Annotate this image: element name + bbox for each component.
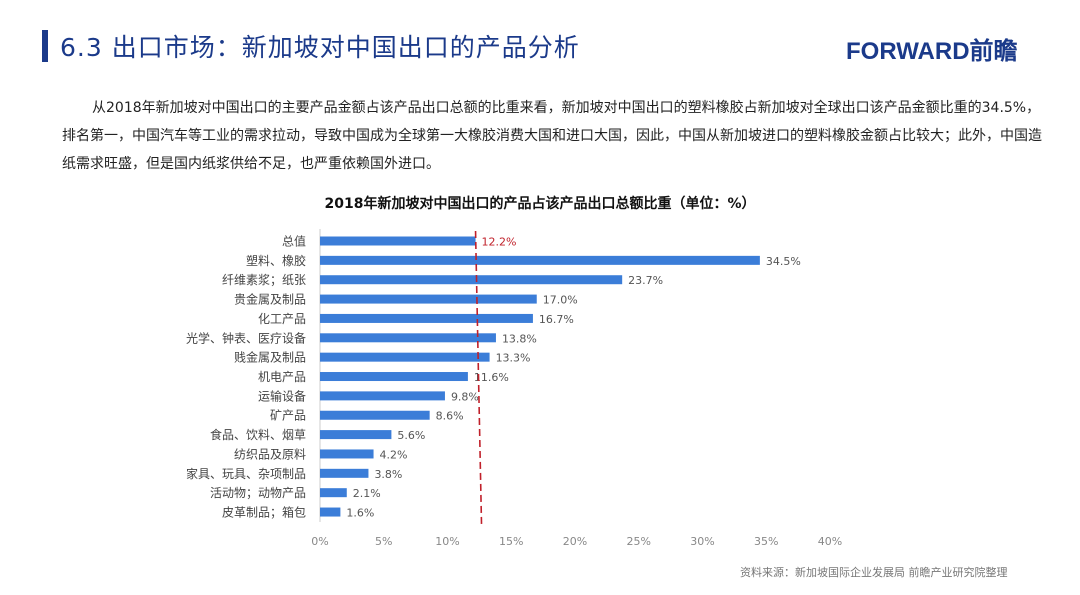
category-label: 塑料、橡胶 bbox=[246, 253, 306, 268]
data-label: 2.1% bbox=[353, 487, 381, 500]
x-tick-label: 40% bbox=[818, 535, 842, 548]
bar bbox=[320, 372, 468, 382]
bar bbox=[320, 255, 760, 265]
reference-line bbox=[474, 230, 483, 527]
data-label: 3.8% bbox=[374, 468, 402, 481]
data-label: 12.2% bbox=[482, 236, 517, 249]
data-label: 9.8% bbox=[451, 390, 479, 403]
category-label: 纺织品及原料 bbox=[234, 447, 306, 461]
bar bbox=[320, 333, 496, 343]
brand-logo: FORWARD前瞻 bbox=[846, 38, 1018, 65]
category-label: 总值 bbox=[282, 234, 306, 249]
data-label: 11.6% bbox=[474, 371, 509, 384]
x-tick-label: 30% bbox=[690, 535, 714, 548]
bar bbox=[320, 352, 490, 362]
bar bbox=[320, 430, 392, 440]
x-tick-label: 35% bbox=[754, 535, 778, 548]
bar bbox=[320, 468, 369, 478]
bar bbox=[320, 507, 341, 517]
data-label: 5.6% bbox=[397, 429, 425, 442]
data-label: 8.6% bbox=[436, 410, 464, 423]
category-label: 纤维素浆；纸张 bbox=[222, 272, 306, 287]
analysis-paragraph: 从2018年新加坡对中国出口的主要产品金额占该产品出口总额的比重来看，新加坡对中… bbox=[62, 100, 1042, 172]
x-tick-label: 15% bbox=[499, 535, 523, 548]
category-label: 食品、饮料、烟草 bbox=[210, 427, 306, 442]
bar bbox=[320, 313, 533, 323]
data-label: 34.5% bbox=[766, 255, 801, 268]
x-tick-label: 25% bbox=[627, 535, 651, 548]
x-tick-label: 20% bbox=[563, 535, 587, 548]
data-label: 13.3% bbox=[496, 352, 531, 365]
x-tick-label: 10% bbox=[435, 535, 459, 548]
category-label: 家具、玩具、杂项制品 bbox=[186, 466, 306, 481]
category-label: 活动物；动物产品 bbox=[210, 486, 306, 500]
bar bbox=[320, 275, 623, 285]
bar bbox=[320, 488, 347, 498]
data-label: 16.7% bbox=[539, 313, 574, 326]
bar bbox=[320, 410, 430, 420]
category-label: 机电产品 bbox=[258, 370, 306, 384]
data-label: 1.6% bbox=[346, 507, 374, 520]
category-label: 化工产品 bbox=[258, 312, 306, 326]
category-label: 贱金属及制品 bbox=[234, 350, 306, 365]
category-label: 矿产品 bbox=[270, 409, 306, 423]
page-title: 6.3 出口市场：新加坡对中国出口的产品分析 bbox=[60, 33, 580, 62]
bar bbox=[320, 236, 476, 246]
x-tick-label: 5% bbox=[375, 535, 392, 548]
category-label: 运输设备 bbox=[258, 388, 306, 403]
title-accent-bar bbox=[42, 30, 48, 62]
data-label: 4.2% bbox=[380, 448, 408, 461]
bar bbox=[320, 294, 537, 304]
category-label: 光学、钟表、医疗设备 bbox=[186, 330, 306, 345]
bar bbox=[320, 449, 374, 459]
source-note: 资料来源：新加坡国际企业发展局 前瞻产业研究院整理 bbox=[740, 566, 1008, 579]
category-label: 皮革制品；箱包 bbox=[222, 505, 306, 520]
data-label: 23.7% bbox=[628, 274, 663, 287]
bar bbox=[320, 391, 445, 401]
data-label: 13.8% bbox=[502, 332, 537, 345]
x-tick-label: 0% bbox=[311, 535, 328, 548]
chart-title: 2018年新加坡对中国出口的产品占该产品出口总额比重（单位：%） bbox=[324, 196, 756, 212]
data-label: 17.0% bbox=[543, 294, 578, 307]
category-label: 贵金属及制品 bbox=[234, 292, 306, 307]
